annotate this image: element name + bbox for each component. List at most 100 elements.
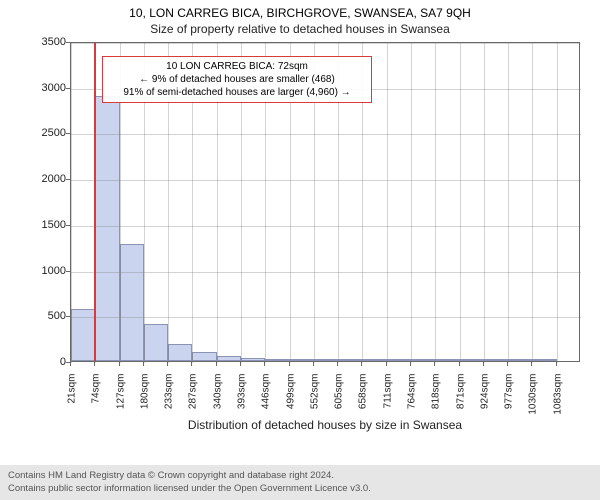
x-tick-label: 658sqm [358, 374, 369, 424]
histogram-bar [484, 359, 508, 361]
y-tick-label: 1000 [26, 265, 66, 277]
histogram-bar [95, 96, 119, 361]
y-tick-mark [66, 88, 70, 89]
x-tick-label: 446sqm [261, 374, 272, 424]
x-tick-label: 340sqm [212, 374, 223, 424]
y-tick-label: 1500 [26, 219, 66, 231]
x-tick-label: 552sqm [309, 374, 320, 424]
x-tick-label: 74sqm [91, 374, 102, 424]
gridline-v [557, 43, 558, 363]
x-tick-mark [240, 362, 241, 366]
gridline-h [71, 272, 581, 273]
histogram-bar [411, 359, 435, 361]
x-tick-label: 711sqm [382, 374, 393, 424]
x-tick-label: 499sqm [285, 374, 296, 424]
gridline-v [411, 43, 412, 363]
x-tick-mark [216, 362, 217, 366]
x-tick-label: 1030sqm [528, 374, 539, 424]
x-tick-mark [143, 362, 144, 366]
histogram-bar [387, 359, 411, 361]
gridline-v [484, 43, 485, 363]
x-tick-label: 180sqm [139, 374, 150, 424]
x-tick-mark [191, 362, 192, 366]
x-tick-mark [361, 362, 362, 366]
y-tick-mark [66, 133, 70, 134]
x-tick-mark [507, 362, 508, 366]
x-tick-mark [264, 362, 265, 366]
histogram-bar [362, 359, 386, 361]
x-tick-mark [483, 362, 484, 366]
x-tick-mark [119, 362, 120, 366]
gridline-v [460, 43, 461, 363]
annotation-line2: ← 9% of detached houses are smaller (468… [109, 73, 365, 86]
histogram-bar [265, 359, 289, 361]
histogram-bar [217, 356, 241, 361]
histogram-bar [168, 344, 192, 361]
gridline-h [71, 317, 581, 318]
histogram-bar [435, 359, 459, 361]
y-tick-label: 2000 [26, 173, 66, 185]
x-tick-label: 393sqm [237, 374, 248, 424]
attribution-footer: Contains HM Land Registry data © Crown c… [0, 465, 600, 500]
histogram-bar [241, 358, 265, 361]
x-tick-mark [531, 362, 532, 366]
y-tick-label: 0 [26, 356, 66, 368]
highlight-marker [94, 43, 96, 361]
y-tick-label: 3500 [26, 36, 66, 48]
y-tick-label: 3000 [26, 82, 66, 94]
x-tick-label: 21sqm [67, 374, 78, 424]
gridline-v [435, 43, 436, 363]
x-tick-mark [434, 362, 435, 366]
x-tick-label: 233sqm [164, 374, 175, 424]
gridline-h [71, 226, 581, 227]
histogram-bar [532, 359, 556, 361]
gridline-h [71, 134, 581, 135]
histogram-bar [290, 359, 314, 361]
x-tick-mark [70, 362, 71, 366]
y-tick-mark [66, 42, 70, 43]
x-tick-label: 977sqm [504, 374, 515, 424]
annotation-line3: 91% of semi-detached houses are larger (… [109, 86, 365, 99]
gridline-v [532, 43, 533, 363]
histogram-bar [338, 359, 362, 361]
footer-line2: Contains public sector information licen… [8, 483, 592, 495]
histogram-bar [314, 359, 338, 361]
y-tick-mark [66, 225, 70, 226]
x-tick-label: 287sqm [188, 374, 199, 424]
x-tick-label: 127sqm [115, 374, 126, 424]
x-tick-mark [337, 362, 338, 366]
gridline-v [508, 43, 509, 363]
title-main: 10, LON CARREG BICA, BIRCHGROVE, SWANSEA… [0, 6, 600, 20]
x-tick-mark [459, 362, 460, 366]
gridline-v [387, 43, 388, 363]
x-tick-label: 764sqm [407, 374, 418, 424]
chart-title-block: 10, LON CARREG BICA, BIRCHGROVE, SWANSEA… [0, 0, 600, 36]
chart-area: Number of detached properties 0500100015… [0, 38, 600, 438]
y-tick-mark [66, 179, 70, 180]
callout-annotation: 10 LON CARREG BICA: 72sqm ← 9% of detach… [102, 56, 372, 103]
y-tick-label: 2500 [26, 127, 66, 139]
annotation-line1: 10 LON CARREG BICA: 72sqm [109, 60, 365, 73]
x-tick-label: 818sqm [431, 374, 442, 424]
y-tick-mark [66, 271, 70, 272]
x-tick-mark [289, 362, 290, 366]
x-tick-mark [410, 362, 411, 366]
x-tick-label: 1083sqm [552, 374, 563, 424]
footer-line1: Contains HM Land Registry data © Crown c… [8, 470, 592, 482]
histogram-bar [192, 352, 216, 361]
x-tick-label: 871sqm [455, 374, 466, 424]
x-tick-mark [313, 362, 314, 366]
histogram-bar [508, 359, 532, 361]
x-tick-label: 605sqm [334, 374, 345, 424]
x-tick-mark [167, 362, 168, 366]
x-axis-label: Distribution of detached houses by size … [70, 418, 580, 432]
y-tick-label: 500 [26, 310, 66, 322]
gridline-h [71, 43, 581, 44]
x-tick-mark [94, 362, 95, 366]
x-tick-mark [386, 362, 387, 366]
histogram-bar [120, 244, 144, 361]
gridline-v [71, 43, 72, 363]
histogram-bar [460, 359, 484, 361]
gridline-h [71, 180, 581, 181]
histogram-bar [144, 324, 168, 361]
